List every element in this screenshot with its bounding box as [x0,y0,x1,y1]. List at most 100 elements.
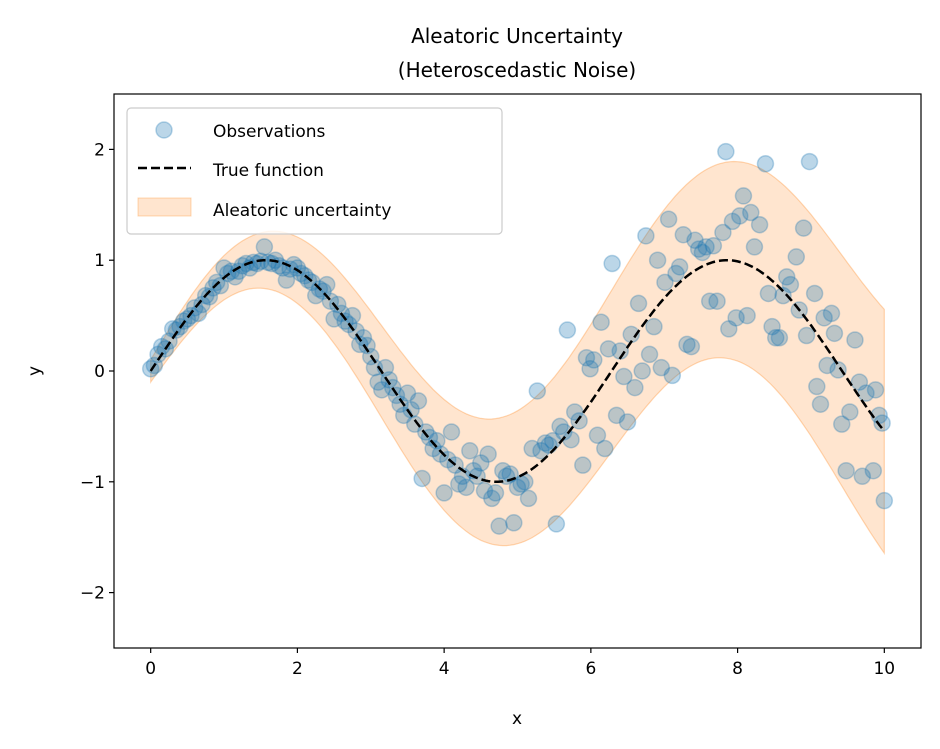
observation-point [596,439,614,458]
observation-point [417,423,435,441]
observation-point [558,321,577,339]
observation-point [693,243,712,262]
observation-point [577,348,596,367]
observation-point [581,360,599,378]
x-tick-label: 6 [585,659,596,679]
y-tick-label: 1 [94,251,105,271]
observation-point [794,219,813,237]
observation-point [808,377,826,396]
observation-point [472,454,490,472]
observation-point [750,215,769,234]
legend-frame [126,107,503,235]
observation-point [435,484,453,502]
observation-point [358,336,376,355]
observation-point [738,306,756,325]
observation-point [846,331,864,349]
observation-point [645,317,663,336]
observation-point [674,225,693,244]
observation-point [682,337,701,356]
observation-point [211,276,230,295]
y-axis-ticks: −2 −1 0 1 2 [80,140,114,604]
observation-point [215,259,233,277]
observation-point [678,335,696,354]
observation-point [615,367,633,386]
observation-point [745,238,764,256]
observation-point [714,223,732,242]
observation-point [532,442,550,460]
observation-point [759,284,778,303]
observation-point [811,395,830,413]
observation-point [519,489,538,508]
observation-point [727,309,745,327]
y-tick-label: −2 [80,584,105,604]
observation-point [864,461,883,480]
observation-point [570,412,588,430]
observation-point [193,295,211,314]
observation-point [149,345,167,364]
observation-point [708,292,726,310]
observation-point [629,294,648,313]
observation-point [207,273,226,292]
observation-point [277,271,296,289]
observation-point [663,366,682,385]
observation-point [409,392,428,410]
observation-point [822,304,841,323]
observation-point [607,406,626,425]
y-axis-label: y [25,366,45,376]
observation-point [829,361,847,379]
observation-point [431,445,450,463]
legend-band-label: Aleatoric uncertainty [213,201,391,221]
observation-point [853,467,872,486]
observation-point [686,231,704,250]
observation-point [483,489,501,508]
observation-point [547,515,566,533]
observation-point [562,430,580,449]
observation-point [233,256,252,275]
chart-title: Aleatoric Uncertainty [411,24,623,48]
observation-point [351,335,369,354]
legend-band-marker [137,197,192,217]
observation-point [723,212,742,231]
observation-point [633,362,651,380]
observation-point [373,381,391,399]
observation-point [406,415,424,433]
observation-point [182,306,200,325]
observation-point [307,286,325,305]
observation-point [734,187,753,205]
observation-point [428,432,446,450]
observation-point [704,237,723,255]
observation-point [402,401,420,419]
observation-point [875,491,894,510]
legend-observations-marker [155,121,173,139]
x-axis-ticks: 0 2 4 6 8 10 [145,648,895,679]
observation-point [516,473,534,491]
observation-point [494,461,512,480]
observation-point [391,395,409,413]
observation-point [700,292,719,310]
observation-point [689,240,708,258]
observation-point [850,373,869,391]
chart-subtitle: (Heteroscedastic Noise) [398,58,636,82]
observation-point [815,309,833,327]
y-tick-label: 2 [94,140,105,160]
observation-point [731,207,749,225]
legend-observations-label: Observations [213,122,326,142]
observation-point [398,384,417,402]
observation-point [523,439,541,458]
observation-point [800,152,819,171]
observation-point [652,358,671,377]
observation-point [599,340,618,358]
observation-point [442,423,461,441]
y-tick-label: 0 [94,362,105,382]
x-axis-label: x [512,709,522,729]
observation-point [837,461,855,480]
observation-point [787,248,806,266]
observation-point [637,227,655,245]
observation-point [486,484,505,502]
x-tick-label: 8 [732,659,743,679]
observations-layer [141,142,894,535]
observation-point [255,238,274,256]
observation-point [640,345,659,364]
observation-point [461,442,479,460]
